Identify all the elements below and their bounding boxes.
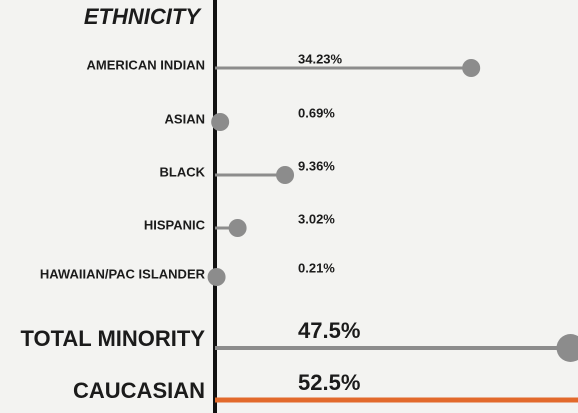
category-label: BLACK	[160, 164, 206, 179]
value-label: 47.5%	[298, 318, 360, 343]
dot	[211, 113, 230, 131]
category-label: CAUCASIAN	[73, 378, 205, 403]
category-label: AMERICAN INDIAN	[87, 57, 205, 72]
dot	[207, 268, 226, 286]
category-label: TOTAL MINORITY	[20, 326, 205, 351]
category-label: HISPANIC	[144, 217, 206, 232]
value-label: 0.21%	[298, 260, 335, 275]
value-label: 52.5%	[298, 370, 360, 395]
dot	[276, 166, 295, 184]
category-label: HAWAIIAN/PAC ISLANDER	[40, 266, 206, 281]
value-label: 3.02%	[298, 211, 335, 226]
dot	[556, 334, 578, 362]
value-label: 34.23%	[298, 51, 343, 66]
chart-title: ETHNICITY	[84, 4, 202, 29]
value-label: 9.36%	[298, 158, 335, 173]
dot	[462, 59, 481, 77]
category-label: ASIAN	[165, 111, 205, 126]
value-label: 0.69%	[298, 105, 335, 120]
dot	[228, 219, 247, 237]
